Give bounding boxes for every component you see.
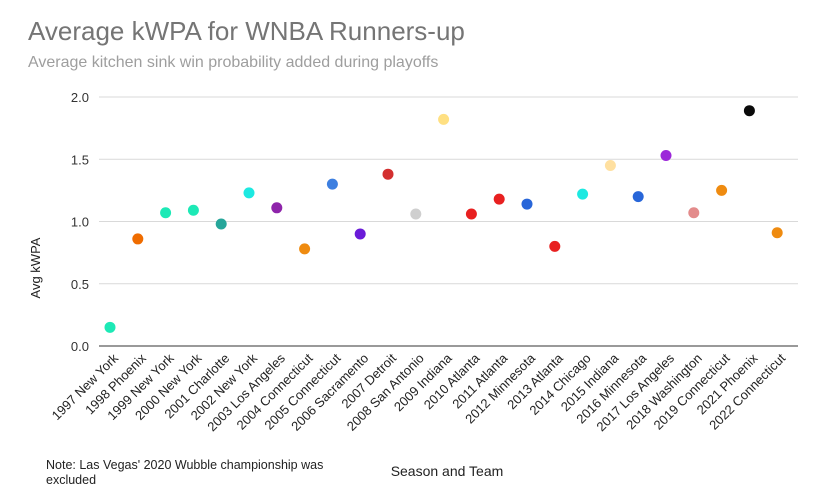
data-point xyxy=(632,191,644,203)
x-axis-label: Season and Team xyxy=(391,463,504,479)
footnote: Note: Las Vegas' 2020 Wubble championshi… xyxy=(46,458,324,487)
data-point xyxy=(132,233,144,245)
data-point xyxy=(382,168,394,180)
y-tick-labels: 0.0 0.5 1.0 1.5 2.0 xyxy=(71,90,89,354)
chart-title: Average kWPA for WNBA Runners-up xyxy=(28,16,465,46)
data-point xyxy=(271,202,283,214)
y-tick-label: 1.0 xyxy=(71,215,89,230)
gridlines xyxy=(99,96,798,347)
data-point xyxy=(299,243,311,255)
data-point xyxy=(716,184,728,196)
y-axis-label: Avg kWPA xyxy=(28,237,43,298)
data-point xyxy=(354,228,366,240)
y-tick-label: 0.5 xyxy=(71,277,89,292)
y-tick-label: 0.0 xyxy=(71,339,89,354)
data-point xyxy=(743,105,755,117)
data-point xyxy=(493,193,505,205)
data-point xyxy=(660,150,672,162)
chart-subtitle: Average kitchen sink win probability add… xyxy=(28,54,439,71)
data-point xyxy=(604,159,616,171)
data-point xyxy=(438,113,450,125)
data-point xyxy=(465,208,477,220)
y-tick-label: 2.0 xyxy=(71,90,89,105)
data-points xyxy=(104,105,783,333)
data-point xyxy=(771,227,783,239)
data-point xyxy=(521,198,533,210)
data-point xyxy=(160,207,172,219)
data-point xyxy=(187,204,199,216)
data-point xyxy=(577,188,589,200)
data-point xyxy=(410,208,422,220)
data-point xyxy=(243,187,255,199)
data-point xyxy=(326,178,338,190)
y-tick-label: 1.5 xyxy=(71,152,89,167)
data-point xyxy=(215,218,227,230)
data-point xyxy=(688,207,700,219)
data-point xyxy=(549,240,561,252)
data-point xyxy=(104,321,116,333)
